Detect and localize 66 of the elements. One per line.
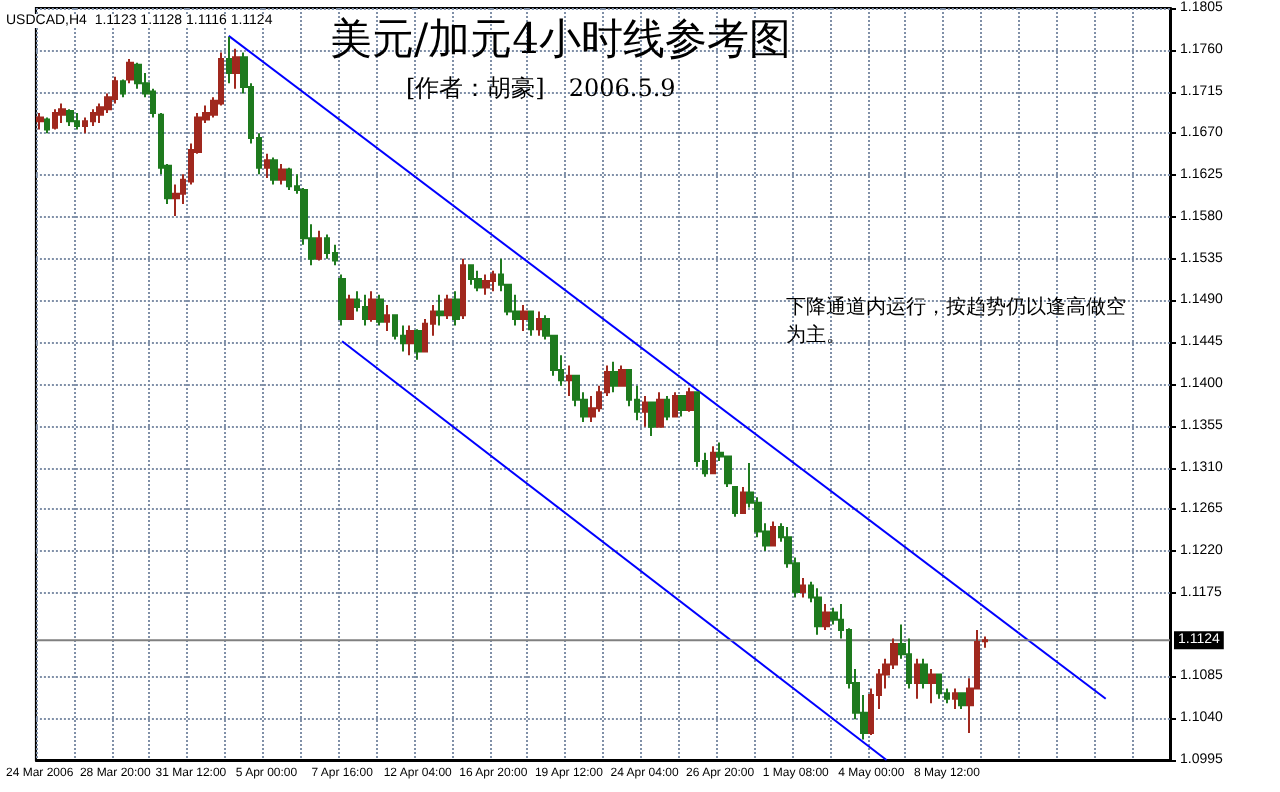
candlestick <box>770 520 776 547</box>
candlestick <box>928 668 936 705</box>
candlestick <box>66 108 74 127</box>
annotation: 下降通道内运行，按趋势仍以逢高做空为主。 <box>786 295 1126 347</box>
candlestick <box>112 75 118 105</box>
candlestick <box>376 293 384 327</box>
candlestick <box>482 273 490 296</box>
candlestick <box>316 229 322 262</box>
candlestick <box>134 61 142 90</box>
candlestick <box>444 293 452 321</box>
candlestick <box>528 310 534 337</box>
candlestick <box>618 364 626 387</box>
candlestick <box>232 47 240 90</box>
candlestick <box>346 293 354 321</box>
candlestick <box>732 486 738 518</box>
candlestick <box>264 152 270 179</box>
candlestick <box>610 360 618 394</box>
candlestick <box>384 304 390 333</box>
candlestick <box>338 273 346 327</box>
candlestick <box>36 111 44 131</box>
candlestick <box>226 35 232 85</box>
candlestick <box>406 324 414 357</box>
candlestick <box>58 102 66 125</box>
candlestick <box>126 58 134 85</box>
candlestick <box>120 78 126 99</box>
candlestick <box>44 116 50 135</box>
candlestick <box>368 290 376 323</box>
candlestick <box>324 233 330 260</box>
candlestick <box>490 269 496 293</box>
candlestick <box>740 486 746 515</box>
candlestick <box>672 391 678 418</box>
candlestick <box>270 156 278 186</box>
candlestick <box>468 264 474 286</box>
candlestick <box>452 290 460 327</box>
candlestick <box>566 364 572 398</box>
candlestick <box>678 395 686 418</box>
candlestick <box>952 687 958 710</box>
candlestick <box>362 293 368 327</box>
candlestick <box>936 673 942 700</box>
candlestick <box>686 386 694 413</box>
candlestick <box>414 328 422 361</box>
candlestick <box>800 577 806 599</box>
candlestick <box>90 108 96 127</box>
candlestick <box>656 391 664 428</box>
candlestick <box>822 603 830 632</box>
candlestick <box>958 692 966 710</box>
candlestick <box>642 395 648 428</box>
candlestick <box>474 269 482 293</box>
candlestick <box>278 162 286 186</box>
chart-title: 美元/加元4小时线参考图 <box>330 15 791 63</box>
candlestick <box>52 108 58 131</box>
candlestick <box>82 116 88 135</box>
candlestick <box>664 395 670 422</box>
candlestick <box>710 445 716 475</box>
candlestick <box>74 111 80 131</box>
candlestick <box>536 310 542 337</box>
candlestick <box>286 166 292 191</box>
candlestick <box>332 243 338 267</box>
text: [作者：胡豪] 2006.5.9 <box>406 74 676 102</box>
candlestick <box>436 293 444 327</box>
candlestick <box>460 257 466 321</box>
candlestick <box>814 587 822 636</box>
candlestick <box>914 657 920 700</box>
candlestick <box>648 401 656 437</box>
candlestick <box>520 304 528 333</box>
candlestick <box>920 657 928 690</box>
